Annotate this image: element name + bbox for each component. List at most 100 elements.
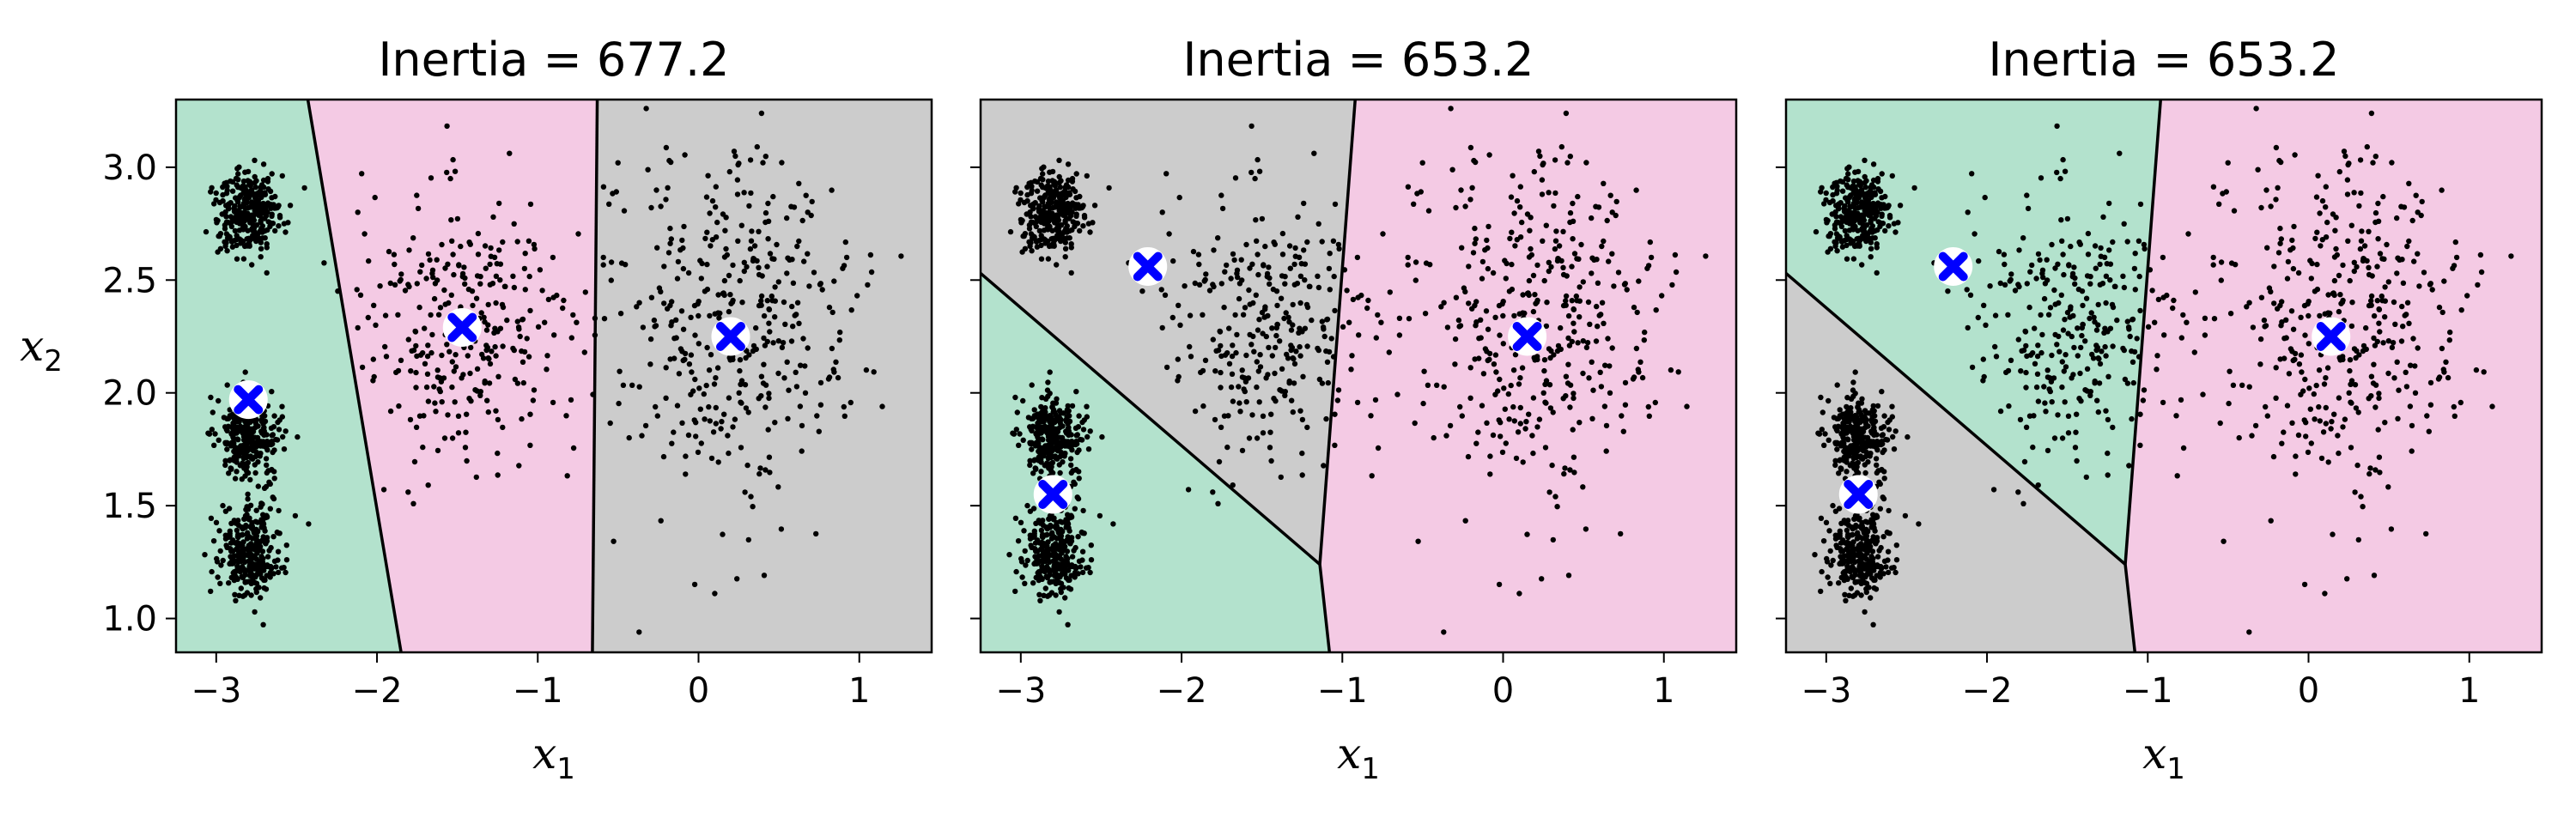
data-point <box>488 245 494 251</box>
data-point <box>451 271 457 278</box>
data-point <box>1530 272 1537 279</box>
data-point <box>1326 265 1333 272</box>
data-point <box>2375 200 2381 207</box>
data-point <box>408 368 414 374</box>
data-point <box>524 336 530 342</box>
data-point <box>1263 375 1269 381</box>
data-point <box>1030 423 1036 429</box>
data-point <box>2372 342 2379 348</box>
data-point <box>1607 363 1613 369</box>
data-point <box>1304 239 1310 245</box>
data-point <box>491 254 498 260</box>
data-point <box>229 188 236 194</box>
data-point <box>2390 340 2397 346</box>
data-point <box>1534 424 1540 430</box>
data-point <box>1889 403 1895 409</box>
data-point <box>208 515 215 521</box>
data-point <box>483 265 489 271</box>
data-point <box>423 384 430 391</box>
data-point <box>696 312 702 319</box>
data-point <box>1479 276 1485 282</box>
data-point <box>1852 579 1858 585</box>
data-point <box>695 449 702 456</box>
data-point <box>2395 255 2401 261</box>
data-point <box>2395 415 2401 421</box>
data-point <box>702 416 708 422</box>
data-point <box>2094 397 2100 403</box>
data-point <box>239 476 245 482</box>
data-point <box>217 245 224 251</box>
data-point <box>2421 270 2427 276</box>
data-point <box>279 173 285 179</box>
data-point <box>449 384 455 391</box>
data-point <box>1042 405 1048 411</box>
data-point <box>2292 152 2298 158</box>
data-point <box>1246 287 1252 294</box>
data-point <box>2220 191 2226 197</box>
decision-boundary <box>2123 100 2163 565</box>
data-point <box>1059 529 1066 535</box>
data-point <box>1159 209 1165 215</box>
data-point <box>2071 264 2077 270</box>
data-point <box>1835 233 1841 239</box>
data-point <box>737 277 743 284</box>
data-point <box>1478 317 1484 323</box>
data-point <box>1162 292 1169 298</box>
data-point <box>1020 437 1026 443</box>
data-point <box>2047 305 2054 311</box>
data-point <box>1871 408 1877 414</box>
data-point <box>1420 400 1426 407</box>
data-point <box>1508 382 1514 389</box>
data-point <box>685 432 692 439</box>
data-point <box>1872 203 1878 209</box>
data-point <box>1560 228 1566 234</box>
data-point <box>1848 240 1854 246</box>
data-point <box>642 422 649 429</box>
data-point <box>474 366 481 372</box>
data-point <box>720 290 726 296</box>
data-point <box>1045 379 1051 385</box>
data-point <box>2376 391 2382 397</box>
data-point <box>276 427 283 433</box>
data-point <box>667 356 673 362</box>
data-point <box>2359 228 2365 234</box>
data-point <box>442 265 448 271</box>
data-point <box>220 502 226 509</box>
data-point <box>467 370 473 377</box>
data-point <box>1564 273 1570 279</box>
data-point <box>1030 534 1036 540</box>
data-point <box>738 399 744 405</box>
data-point <box>1826 397 1832 404</box>
data-point <box>2464 293 2470 299</box>
data-point <box>1018 519 1024 525</box>
data-point <box>1510 367 1517 373</box>
data-point <box>2055 261 2061 267</box>
data-point <box>1532 357 1538 363</box>
decision-boundary <box>1318 564 1332 652</box>
data-point <box>1287 265 1294 271</box>
data-point <box>2284 276 2291 282</box>
data-point <box>2103 273 2110 279</box>
data-point <box>2192 289 2198 295</box>
data-point <box>444 123 450 130</box>
data-point <box>1038 546 1044 553</box>
data-point <box>531 241 538 248</box>
data-point <box>1571 320 1577 326</box>
data-point <box>1583 526 1589 532</box>
data-point <box>1038 182 1044 188</box>
data-point <box>2060 327 2067 333</box>
data-point <box>265 219 271 225</box>
data-point <box>2049 352 2055 359</box>
data-point <box>252 553 258 559</box>
data-point <box>647 361 653 367</box>
data-point <box>270 432 276 438</box>
data-point <box>1486 152 1492 158</box>
data-point <box>1844 527 1850 534</box>
data-point <box>1472 240 1478 246</box>
data-point <box>391 251 398 258</box>
data-point <box>2344 177 2351 183</box>
data-point <box>1848 414 1855 420</box>
data-point <box>704 261 710 268</box>
data-point <box>357 292 364 298</box>
data-point <box>608 277 614 283</box>
